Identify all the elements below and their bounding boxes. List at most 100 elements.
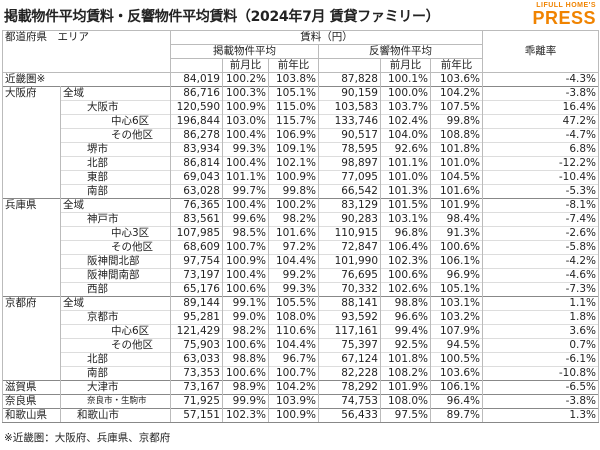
inquired-rent: 90,159 [318,86,381,101]
table-row: 南部 73,353 100.6% 100.7% 82,228 108.2% 103.6% -1… [2,366,600,381]
gap-ratio: 47.2% [482,114,600,129]
pref-cell: 近畿圏※ [2,72,171,87]
area-cell: 中心6区 [60,324,171,339]
gap-ratio: -3.8% [482,394,600,409]
listed-rent: 73,353 [170,366,223,381]
listed-yoy: 102.1% [268,156,319,171]
gap-ratio: -4.6% [482,268,600,283]
area-cell: その他区 [60,240,171,255]
listed-rent: 196,844 [170,114,223,129]
listed-mom: 100.6% [222,366,269,381]
rent-table: 都道府県 エリア 賃料（円） 乖離率 掲載物件平均 反響物件平均 前月比 前年比… [2,30,600,423]
area-cell: 阪神間南部 [60,268,171,283]
inquired-rent: 72,847 [318,240,381,255]
area-cell: 中心3区 [60,226,171,241]
listed-rent: 86,716 [170,86,223,101]
listed-yoy: 115.7% [268,114,319,129]
listed-yoy: 108.0% [268,310,319,325]
listed-yoy: 99.2% [268,268,319,283]
table-row: 東部 69,043 101.1% 100.9% 77,095 101.0% 104.5% -1… [2,170,600,185]
table-row: 北部 63,033 98.8% 96.7% 67,124 101.8% 100.5% -6.1… [2,352,600,367]
inquired-rent: 83,129 [318,198,381,213]
table-row: 兵庫県 全域 76,365 100.4% 100.2% 83,129 101.5% 101.9… [2,198,600,213]
listed-yoy: 103.9% [268,394,319,409]
inquired-mom: 102.4% [380,114,431,129]
inquired-yoy: 103.1% [429,296,484,311]
area-cell: 和歌山市 [60,408,171,423]
listed-mom: 100.3% [222,86,269,101]
area-cell: 京都市 [60,310,171,325]
listed-rent: 75,903 [170,338,223,353]
table-row: 中心3区 107,985 98.5% 101.6% 110,915 96.8% 91.3% -… [2,226,600,241]
inquired-yoy: 101.6% [429,184,484,199]
inquired-rent: 77,095 [318,170,381,185]
gap-ratio: -10.8% [482,366,600,381]
table-row: 北部 86,814 100.4% 102.1% 98,897 101.1% 101.0% -1… [2,156,600,171]
area-cell: 大津市 [60,380,171,395]
listed-rent: 69,043 [170,170,223,185]
pref-cell [2,352,61,367]
inquired-mom: 101.1% [380,156,431,171]
inquired-yoy: 107.5% [429,100,484,115]
inquired-yoy: 104.5% [429,170,484,185]
area-cell: 北部 [60,352,171,367]
listed-mom: 98.8% [222,352,269,367]
gap-ratio: -7.3% [482,282,600,297]
pref-cell [2,254,61,269]
header-listed: 掲載物件平均 [170,44,319,59]
inquired-mom: 106.4% [380,240,431,255]
inquired-yoy: 103.2% [429,310,484,325]
pref-cell: 滋賀県 [2,380,61,395]
table-row: 西部 65,176 100.6% 99.3% 70,332 102.6% 105.1% -7.… [2,282,600,297]
inquired-yoy: 103.6% [429,72,484,87]
table-row: 阪神間北部 97,754 100.9% 104.4% 101,990 102.3% 106.… [2,254,600,269]
inquired-yoy: 96.9% [429,268,484,283]
header-mom: 前月比 [222,58,269,73]
inquired-mom: 101.3% [380,184,431,199]
listed-yoy: 101.6% [268,226,319,241]
listed-yoy: 110.6% [268,324,319,339]
inquired-yoy: 101.0% [429,156,484,171]
pref-cell [2,212,61,227]
gap-ratio: -7.4% [482,212,600,227]
inquired-rent: 103,583 [318,100,381,115]
inquired-rent: 88,141 [318,296,381,311]
gap-ratio: 0.7% [482,338,600,353]
pref-cell [2,310,61,325]
table-row: 近畿圏※ 84,019 100.2% 103.8% 87,828 100.1% 103.6%… [2,72,600,87]
inquired-rent: 117,161 [318,324,381,339]
table-row: 神戸市 83,561 99.6% 98.2% 90,283 103.1% 98.4% -7.4… [2,212,600,227]
listed-yoy: 100.2% [268,198,319,213]
gap-ratio: 1.3% [482,408,600,423]
listed-rent: 83,561 [170,212,223,227]
listed-yoy: 100.7% [268,366,319,381]
inquired-yoy: 94.5% [429,338,484,353]
gap-ratio: -4.3% [482,72,600,87]
inquired-yoy: 104.2% [429,86,484,101]
area-cell: 全域 [60,296,171,311]
inquired-mom: 96.8% [380,226,431,241]
listed-yoy: 99.3% [268,282,319,297]
listed-mom: 99.7% [222,184,269,199]
listed-mom: 100.9% [222,100,269,115]
gap-ratio: 1.1% [482,296,600,311]
listed-rent: 89,144 [170,296,223,311]
listed-rent: 84,019 [170,72,223,87]
inquired-mom: 101.0% [380,170,431,185]
pref-cell: 京都府 [2,296,61,311]
listed-mom: 100.4% [222,156,269,171]
inquired-rent: 98,897 [318,156,381,171]
area-cell: 神戸市 [60,212,171,227]
gap-ratio: 6.8% [482,142,600,157]
inquired-yoy: 108.8% [429,128,484,143]
pref-cell: 奈良県 [2,394,61,409]
listed-rent: 107,985 [170,226,223,241]
listed-yoy: 104.2% [268,380,319,395]
listed-rent: 57,151 [170,408,223,423]
pref-cell [2,324,61,339]
inquired-mom: 103.1% [380,212,431,227]
listed-yoy: 105.1% [268,86,319,101]
pref-cell [2,142,61,157]
inquired-rent: 78,292 [318,380,381,395]
